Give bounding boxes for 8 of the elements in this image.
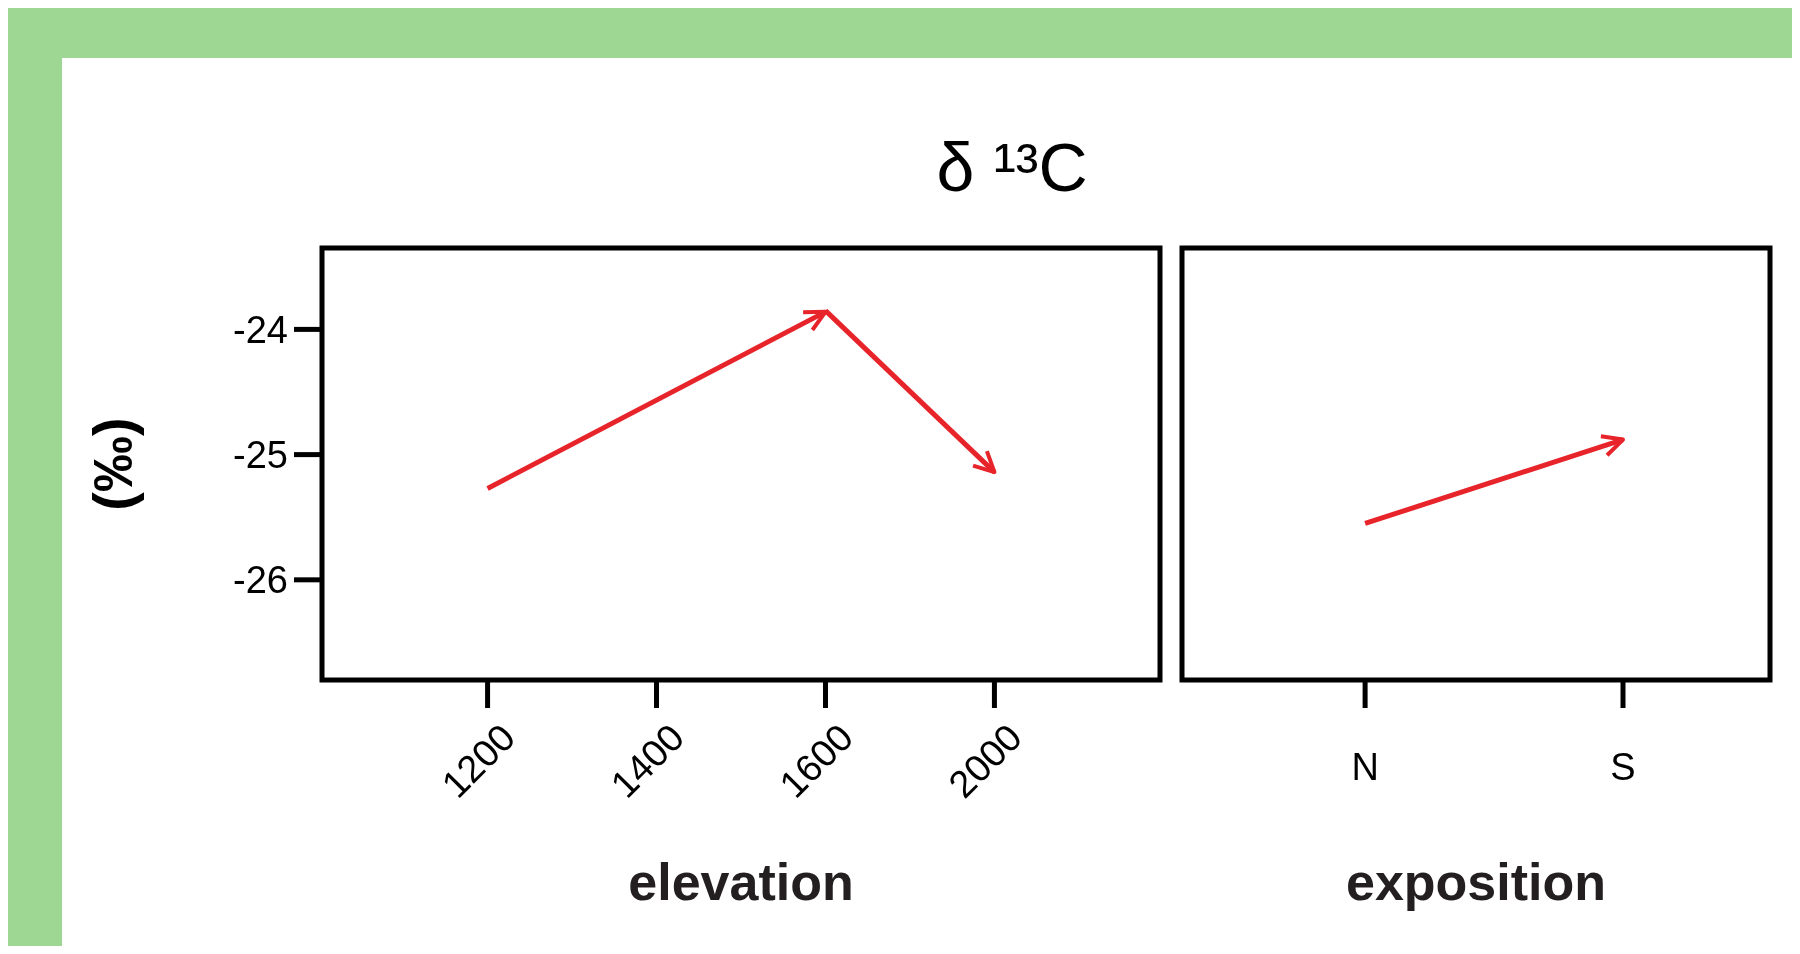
x-axis-title: elevation bbox=[628, 853, 854, 911]
x-axis-title: exposition bbox=[1345, 853, 1607, 911]
y-tick-label: -26 bbox=[233, 559, 288, 602]
y-tick-label: -24 bbox=[233, 308, 288, 351]
y-tick-label: -25 bbox=[233, 434, 288, 477]
x-tick-label: N bbox=[1351, 746, 1379, 788]
chart-title: δ ¹³C bbox=[935, 128, 1089, 206]
x-tick-label: S bbox=[1610, 746, 1636, 788]
